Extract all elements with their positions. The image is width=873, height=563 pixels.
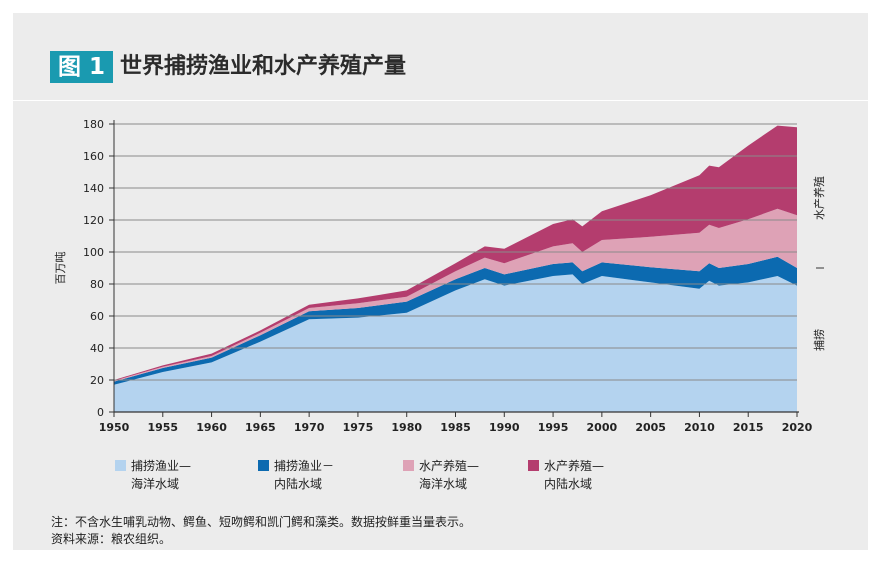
- header-divider: [13, 100, 868, 101]
- figure-title: 世界捕捞渔业和水产养殖产量: [120, 54, 407, 79]
- y-tick-label-180: 180: [83, 118, 104, 131]
- x-tick-label-2020: 2020: [782, 421, 813, 434]
- area-capture_marine: [114, 274, 797, 412]
- figure-header: 图 1 世界捕捞渔业和水产养殖产量: [13, 13, 868, 98]
- x-tick-label-1990: 1990: [489, 421, 520, 434]
- legend-label-aqua-marine: 水产养殖— 海洋水域: [419, 459, 480, 491]
- figure-panel: 图 1 世界捕捞渔业和水产养殖产量 0 20 40 60 80 100 120 140 160 1…: [13, 13, 868, 550]
- y-tick-label-160: 160: [83, 150, 104, 163]
- y-tick-label-100: 100: [83, 246, 104, 259]
- x-tick-label-1950: 1950: [99, 421, 130, 434]
- y-tick-label-20: 20: [90, 374, 104, 387]
- x-tick-label-1995: 1995: [538, 421, 569, 434]
- y-axis-title: 百万吨: [54, 252, 67, 285]
- x-tick-label-2010: 2010: [684, 421, 715, 434]
- production-chart: 0 20 40 60 80 100 120 140 160 180 1950 1955 1960 1965…: [54, 118, 826, 434]
- x-tick-label-2015: 2015: [733, 421, 764, 434]
- y-tick-label-60: 60: [90, 310, 104, 323]
- y-tick-label-120: 120: [83, 214, 104, 227]
- area-capture_inland: [114, 256, 797, 385]
- chart-source: 资料来源：粮农组织。: [51, 532, 172, 546]
- x-tick-label-1975: 1975: [343, 421, 374, 434]
- x-tick-label-1985: 1985: [440, 421, 471, 434]
- chart-note: 注：不含水生哺乳动物、鳄鱼、短吻鳄和凯门鳄和藻类。数据按鲜重当量表示。: [51, 515, 472, 529]
- y-tick-label-140: 140: [83, 182, 104, 195]
- x-tick-label-2000: 2000: [587, 421, 618, 434]
- x-tick-label-2005: 2005: [635, 421, 666, 434]
- x-tick-label-1970: 1970: [294, 421, 325, 434]
- y-tick-label-40: 40: [90, 342, 104, 355]
- legend-swatch-capture-marine: [115, 460, 126, 471]
- x-tick-label-1960: 1960: [196, 421, 227, 434]
- figure-label: 图 1: [50, 51, 114, 83]
- legend-label-capture-marine: 捕捞渔业— 海洋水域: [131, 459, 192, 491]
- legend-swatch-aqua-inland: [528, 460, 539, 471]
- x-tick-label-1980: 1980: [391, 421, 422, 434]
- x-tick-label-1955: 1955: [147, 421, 178, 434]
- legend-label-capture-inland: 捕捞渔业－ 内陆水域: [274, 459, 335, 491]
- legend-swatch-aqua-marine: [403, 460, 414, 471]
- legend-swatch-capture-inland: [258, 460, 269, 471]
- y-tick-label-80: 80: [90, 278, 104, 291]
- x-tick-label-1965: 1965: [245, 421, 276, 434]
- legend-label-aqua-inland: 水产养殖— 内陆水域: [544, 459, 605, 491]
- y-tick-label-0: 0: [97, 406, 104, 419]
- right-label-capture: 捕捞: [812, 329, 826, 351]
- right-label-aquaculture: 水产养殖: [812, 176, 826, 220]
